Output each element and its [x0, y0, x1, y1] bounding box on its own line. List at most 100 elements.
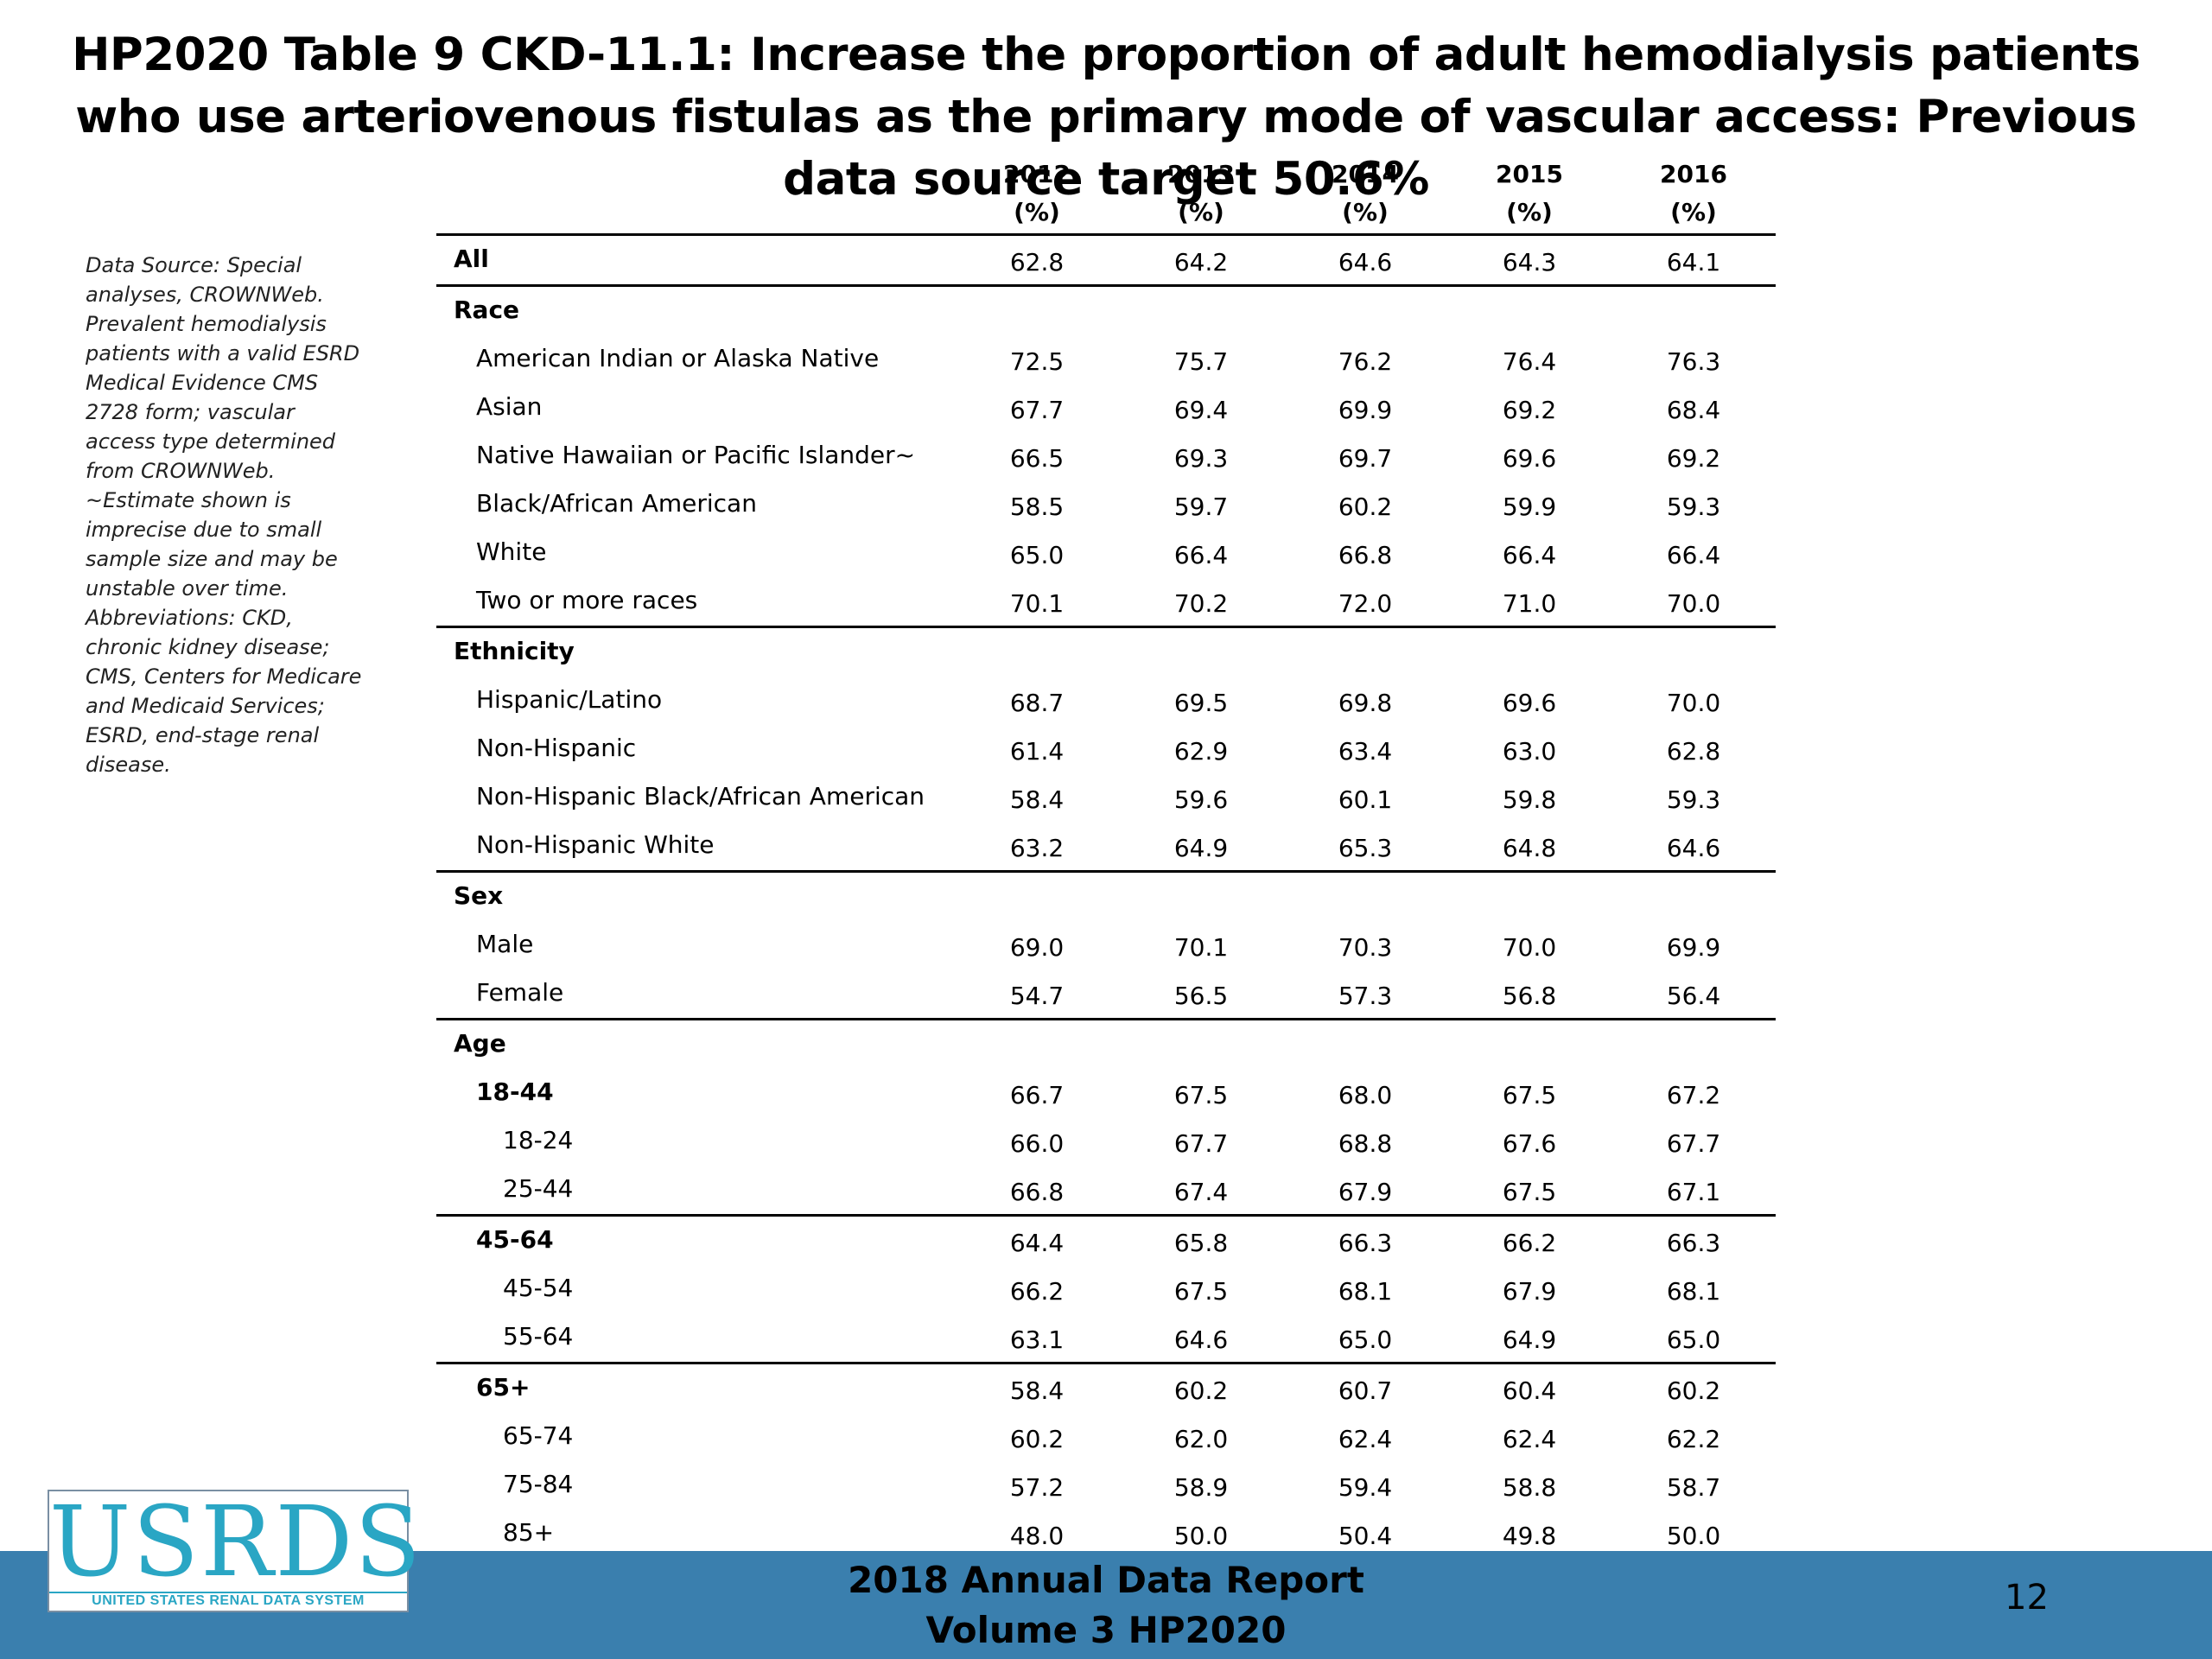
column-header-2: 2014 (%) [1305, 156, 1426, 232]
table-cell: 58.8 [1502, 1473, 1557, 1502]
row-label: 85+ [503, 1518, 555, 1547]
table-cell: 68.1 [1666, 1277, 1721, 1306]
row-label: Male [476, 930, 534, 958]
table-row: 18-24 66.0 67.7 68.8 67.6 67.7 [436, 1117, 1776, 1166]
table-row: 45-64 64.4 65.8 66.3 66.2 66.3 [436, 1217, 1776, 1265]
table-cell: 69.6 [1502, 689, 1557, 717]
table-cell: 65.8 [1173, 1229, 1229, 1257]
table-cell: 67.7 [1009, 396, 1065, 424]
table-cell: 66.7 [1009, 1081, 1065, 1109]
table-cell: 72.0 [1338, 589, 1393, 618]
table-cell: 58.7 [1666, 1473, 1721, 1502]
table-cell: 64.2 [1173, 248, 1229, 276]
table-cell: 69.6 [1502, 444, 1557, 473]
table-cell: 65.0 [1338, 1325, 1393, 1354]
table-row: Native Hawaiian or Pacific Islander~ 66.5… [436, 432, 1776, 480]
column-unit: (%) [1506, 198, 1553, 226]
row-label: Ethnicity [454, 637, 575, 665]
table-cell: 66.3 [1666, 1229, 1721, 1257]
table-cell: 66.8 [1338, 541, 1393, 569]
table-cell: 62.8 [1009, 248, 1065, 276]
table-cell: 61.4 [1009, 737, 1065, 766]
table-group: Sex Male 69.0 70.1 70.3 70.0 69.9 Female 54.7 56.… [436, 873, 1776, 1020]
column-year: 2014 [1332, 160, 1399, 188]
table-row: Non-Hispanic 61.4 62.9 63.4 63.0 62.8 [436, 725, 1776, 773]
table-group: Ethnicity Hispanic/Latino 68.7 69.5 69.8 69.6… [436, 628, 1776, 873]
table-cell: 59.4 [1338, 1473, 1393, 1502]
table-cell: 62.4 [1338, 1425, 1393, 1453]
table-cell: 68.0 [1338, 1081, 1393, 1109]
table-cell: 62.2 [1666, 1425, 1721, 1453]
table-cell: 67.9 [1338, 1178, 1393, 1206]
column-year: 2016 [1660, 160, 1727, 188]
table-cell: 57.2 [1009, 1473, 1065, 1502]
table-cell: 59.9 [1502, 493, 1557, 521]
table-row: All 62.8 64.2 64.6 64.3 64.1 [436, 236, 1776, 284]
table-cell: 64.6 [1666, 834, 1721, 862]
column-year: 2013 [1167, 160, 1235, 188]
table-cell: 69.5 [1173, 689, 1229, 717]
row-label: American Indian or Alaska Native [476, 344, 880, 372]
row-label: Female [476, 978, 564, 1007]
table-cell: 66.4 [1666, 541, 1721, 569]
table-cell: 59.3 [1666, 493, 1721, 521]
table-cell: 63.2 [1009, 834, 1065, 862]
table-cell: 71.0 [1502, 589, 1557, 618]
table-cell: 56.4 [1666, 982, 1721, 1010]
table-cell: 67.5 [1173, 1277, 1229, 1306]
row-label: Two or more races [476, 586, 698, 614]
table-cell: 64.9 [1173, 834, 1229, 862]
table-cell: 67.4 [1173, 1178, 1229, 1206]
table-cell: 62.9 [1173, 737, 1229, 766]
table-cell: 64.6 [1173, 1325, 1229, 1354]
row-label: 65+ [476, 1373, 531, 1402]
table-cell: 60.7 [1338, 1376, 1393, 1405]
row-label: Non-Hispanic White [476, 830, 715, 859]
table-cell: 68.7 [1009, 689, 1065, 717]
footer-volume: Volume 3 HP2020 [925, 1608, 1287, 1651]
table-cell: 60.4 [1502, 1376, 1557, 1405]
table-cell: 54.7 [1009, 982, 1065, 1010]
data-table: 2012 (%) 2013 (%) 2014 (%) 2015 (%) 2016 (%) All 6… [436, 156, 1776, 1560]
table-cell: 70.3 [1338, 933, 1393, 962]
logo-wordmark: USRDS [49, 1486, 423, 1599]
table-cell: 76.3 [1666, 347, 1721, 376]
table-cell: 60.1 [1338, 785, 1393, 814]
table-cell: 63.0 [1502, 737, 1557, 766]
table-cell: 69.9 [1338, 396, 1393, 424]
table-cell: 66.5 [1009, 444, 1065, 473]
table-cell: 76.4 [1502, 347, 1557, 376]
column-unit: (%) [1342, 198, 1389, 226]
row-label: 45-54 [503, 1274, 574, 1302]
table-cell: 68.8 [1338, 1129, 1393, 1158]
row-label: Non-Hispanic Black/African American [476, 782, 925, 810]
column-unit: (%) [1670, 198, 1717, 226]
row-label: Hispanic/Latino [476, 685, 663, 714]
table-cell: 62.4 [1502, 1425, 1557, 1453]
table-cell: 69.3 [1173, 444, 1229, 473]
column-header-4: 2016 (%) [1633, 156, 1754, 232]
table-cell: 70.2 [1173, 589, 1229, 618]
table-row: Female 54.7 56.5 57.3 56.8 56.4 [436, 969, 1776, 1018]
table-header: 2012 (%) 2013 (%) 2014 (%) 2015 (%) 2016 (%) [436, 156, 1776, 236]
row-label: All [454, 245, 489, 273]
table-cell: 68.4 [1666, 396, 1721, 424]
table-cell: 50.0 [1666, 1522, 1721, 1550]
table-cell: 69.7 [1338, 444, 1393, 473]
table-row: 25-44 66.8 67.4 67.9 67.5 67.1 [436, 1166, 1776, 1214]
table-row: 55-64 63.1 64.6 65.0 64.9 65.0 [436, 1313, 1776, 1362]
table-row: 45-54 66.2 67.5 68.1 67.9 68.1 [436, 1265, 1776, 1313]
usrds-logo: USRDS UNITED STATES RENAL DATA SYSTEM [48, 1486, 423, 1612]
table-cell: 69.2 [1502, 396, 1557, 424]
table-cell: 67.5 [1173, 1081, 1229, 1109]
table-cell: 66.3 [1338, 1229, 1393, 1257]
row-label: Black/African American [476, 489, 757, 518]
table-row: Non-Hispanic Black/African American 58.4 5… [436, 773, 1776, 822]
row-label: 18-24 [503, 1126, 574, 1154]
row-label: Sex [454, 881, 504, 910]
table-cell: 66.4 [1173, 541, 1229, 569]
table-row: 65-74 60.2 62.0 62.4 62.4 62.2 [436, 1413, 1776, 1461]
footer-report-title: 2018 Annual Data Report [848, 1558, 1364, 1601]
logo-tagline: UNITED STATES RENAL DATA SYSTEM [49, 1592, 407, 1609]
table-cell: 70.0 [1502, 933, 1557, 962]
